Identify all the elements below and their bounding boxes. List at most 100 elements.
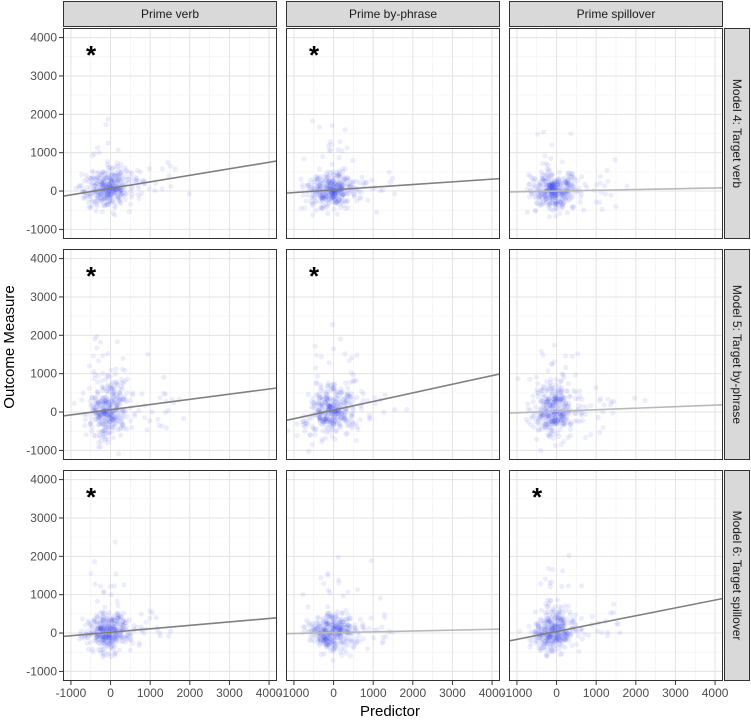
data-point [541, 620, 547, 626]
data-point [317, 419, 323, 425]
data-point [94, 180, 101, 186]
data-point [556, 609, 562, 615]
data-point [558, 191, 564, 197]
data-point [346, 421, 352, 428]
panel-r2-c2: * [509, 470, 723, 681]
data-point [328, 410, 334, 416]
data-point [112, 415, 118, 421]
data-point [548, 155, 554, 162]
data-point [109, 398, 115, 404]
data-point [329, 190, 335, 196]
data-point [566, 552, 572, 559]
data-point [101, 620, 107, 626]
data-point [548, 608, 555, 614]
data-point [554, 396, 560, 402]
data-point [317, 395, 323, 401]
data-point [316, 415, 323, 421]
data-point [101, 395, 107, 401]
data-point [561, 621, 567, 627]
data-point [118, 188, 124, 194]
data-point [330, 627, 337, 633]
data-point [101, 410, 107, 416]
gridlines [63, 249, 277, 460]
data-point [557, 641, 563, 647]
data-point [567, 393, 573, 399]
data-point [338, 182, 345, 188]
data-point [337, 627, 344, 633]
data-point [323, 637, 329, 643]
data-point [547, 618, 553, 624]
data-point [548, 626, 555, 632]
data-point [338, 616, 344, 623]
data-point [331, 413, 337, 419]
data-point [321, 420, 327, 426]
data-point [337, 626, 343, 632]
data-point [108, 402, 114, 408]
data-point [599, 206, 605, 212]
data-point [138, 624, 145, 630]
data-point [322, 636, 328, 642]
row-strip-0: Model 4: Target verb [724, 28, 750, 239]
data-point [106, 623, 112, 629]
data-point [572, 372, 579, 378]
data-point [535, 390, 541, 396]
data-point [349, 425, 355, 431]
data-point [337, 636, 343, 642]
data-point [110, 180, 117, 186]
data-point [549, 184, 555, 190]
data-point [89, 424, 95, 431]
data-point [331, 634, 338, 640]
data-point [320, 624, 326, 631]
data-point [579, 404, 585, 410]
data-point [108, 367, 114, 373]
data-point [101, 179, 107, 185]
data-point [532, 182, 538, 188]
data-point [111, 625, 117, 631]
data-point [360, 179, 366, 186]
data-point [351, 192, 357, 198]
data-point [98, 414, 104, 420]
data-point [540, 394, 546, 401]
data-point [582, 181, 588, 187]
data-point [326, 172, 332, 178]
data-point [98, 625, 104, 631]
data-point [320, 178, 326, 184]
data-point [83, 172, 89, 178]
data-point [336, 580, 342, 586]
data-point [325, 210, 331, 216]
data-point [328, 412, 334, 418]
data-point [319, 192, 325, 198]
data-point [102, 401, 108, 407]
data-point [138, 611, 144, 617]
scatter-points [76, 539, 174, 660]
data-point [88, 176, 95, 182]
data-point [345, 385, 351, 391]
data-point [114, 192, 120, 198]
data-point [101, 196, 107, 202]
data-point [100, 177, 106, 183]
data-point [112, 190, 118, 196]
data-point [548, 429, 555, 435]
data-point [124, 376, 130, 382]
data-point [101, 401, 107, 407]
data-point [111, 634, 117, 641]
significance-marker: * [86, 40, 97, 70]
data-point [320, 634, 326, 640]
data-point [561, 632, 567, 638]
data-point [533, 436, 540, 442]
data-point [555, 614, 561, 621]
data-point [104, 634, 110, 640]
data-point [546, 396, 552, 402]
data-point [543, 172, 549, 178]
data-point [159, 186, 165, 192]
data-point [107, 404, 113, 410]
data-point [561, 410, 567, 417]
data-point [113, 650, 119, 656]
data-point [326, 200, 333, 206]
data-point [555, 182, 561, 188]
data-point [553, 632, 560, 638]
data-point [543, 421, 549, 427]
data-point [553, 202, 559, 208]
data-point [96, 439, 102, 445]
data-point [317, 417, 323, 423]
